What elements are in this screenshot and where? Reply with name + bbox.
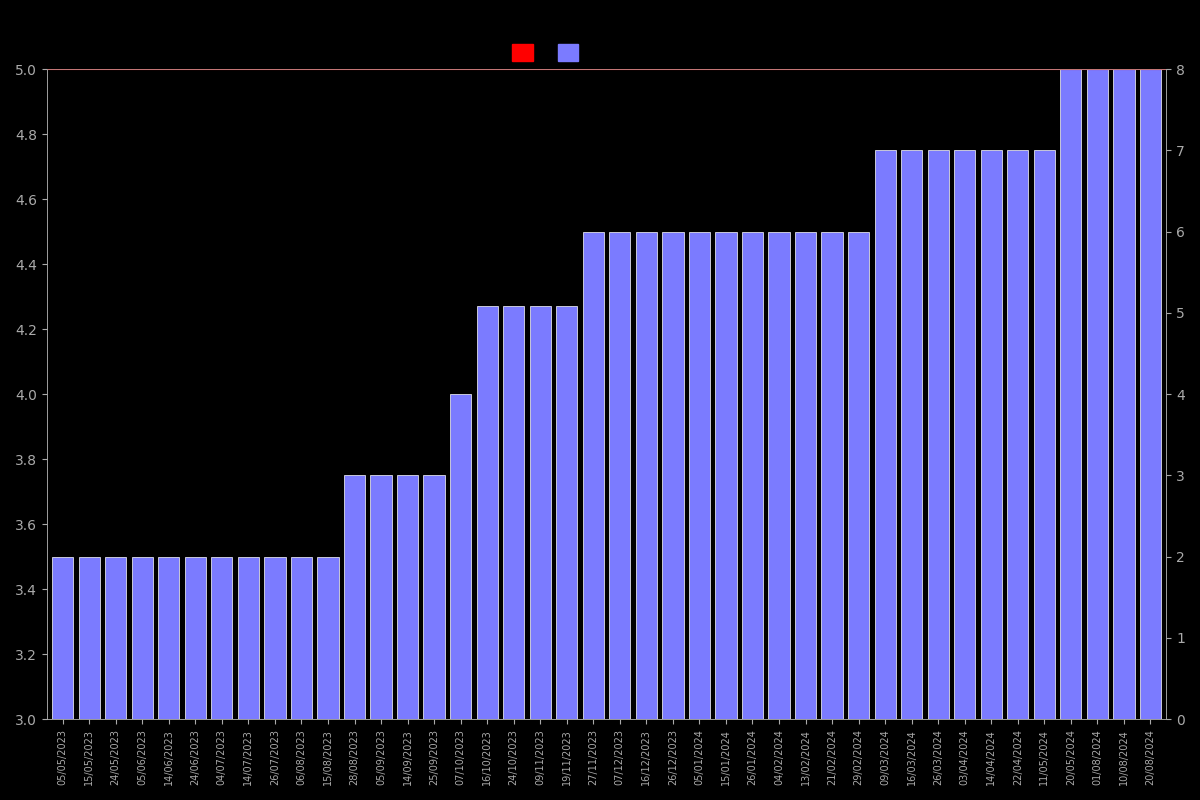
Bar bbox=[583, 231, 604, 719]
Bar bbox=[290, 557, 312, 719]
Bar bbox=[610, 231, 630, 719]
Bar bbox=[636, 231, 656, 719]
Bar bbox=[901, 150, 923, 719]
Bar bbox=[768, 231, 790, 719]
Bar bbox=[1007, 150, 1028, 719]
Bar bbox=[1033, 150, 1055, 719]
Bar bbox=[476, 306, 498, 719]
Bar bbox=[556, 306, 577, 719]
Bar bbox=[529, 306, 551, 719]
Bar bbox=[1087, 69, 1108, 719]
Bar bbox=[106, 557, 126, 719]
Bar bbox=[238, 557, 259, 719]
Bar bbox=[185, 557, 206, 719]
Bar bbox=[662, 231, 684, 719]
Bar bbox=[424, 475, 445, 719]
Bar bbox=[715, 231, 737, 719]
Bar bbox=[822, 231, 842, 719]
Bar bbox=[980, 150, 1002, 719]
Bar bbox=[397, 475, 418, 719]
Bar bbox=[52, 557, 73, 719]
Bar bbox=[794, 231, 816, 719]
Bar bbox=[1061, 69, 1081, 719]
Bar bbox=[1140, 69, 1162, 719]
Bar bbox=[132, 557, 152, 719]
Bar bbox=[264, 557, 286, 719]
Bar bbox=[371, 475, 391, 719]
Legend: , : , bbox=[505, 37, 596, 68]
Bar bbox=[450, 394, 472, 719]
Bar bbox=[689, 231, 710, 719]
Bar bbox=[158, 557, 179, 719]
Bar bbox=[344, 475, 365, 719]
Bar bbox=[928, 150, 949, 719]
Bar bbox=[875, 150, 895, 719]
Bar bbox=[848, 231, 869, 719]
Bar bbox=[317, 557, 338, 719]
Bar bbox=[954, 150, 976, 719]
Bar bbox=[742, 231, 763, 719]
Bar bbox=[503, 306, 524, 719]
Bar bbox=[78, 557, 100, 719]
Bar bbox=[1114, 69, 1134, 719]
Bar bbox=[211, 557, 233, 719]
